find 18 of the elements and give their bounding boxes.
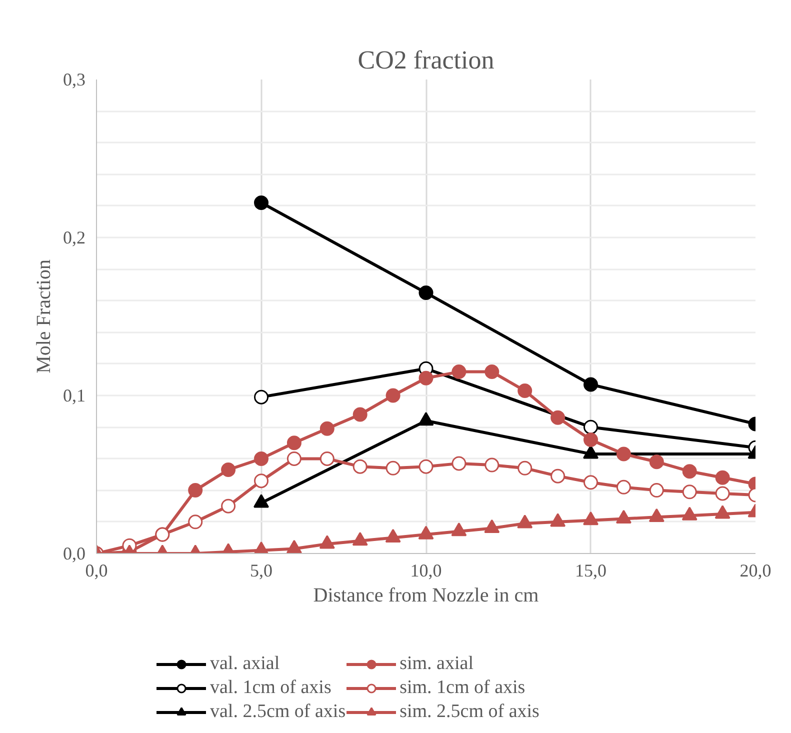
y-tick-label: 0,1 [63, 386, 86, 406]
x-axis-title: Distance from Nozzle in cm [313, 584, 540, 606]
y-tick-label: 0,2 [63, 228, 86, 248]
y-tick-label: 0,3 [63, 70, 86, 90]
x-tick-label: 5,0 [250, 560, 272, 580]
y-axis-title: Mole Fraction [33, 260, 55, 374]
legend-label: val. 1cm of axis [210, 676, 332, 700]
legend-label: val. axial [210, 652, 280, 676]
legend-label: sim. 1cm of axis [400, 676, 526, 700]
legend-label: sim. axial [400, 652, 474, 676]
x-tick-label: 0,0 [85, 560, 108, 580]
x-tick-label: 20,0 [740, 560, 772, 580]
y-tick-label: 0,0 [63, 544, 86, 564]
x-tick-label: 15,0 [575, 560, 606, 580]
legend-label: sim. 2.5cm of axis [400, 700, 540, 724]
legend-label: val. 2.5cm of axis [210, 700, 346, 724]
chart-title: CO2 fraction [358, 46, 494, 74]
x-tick-label: 10,0 [410, 560, 442, 580]
